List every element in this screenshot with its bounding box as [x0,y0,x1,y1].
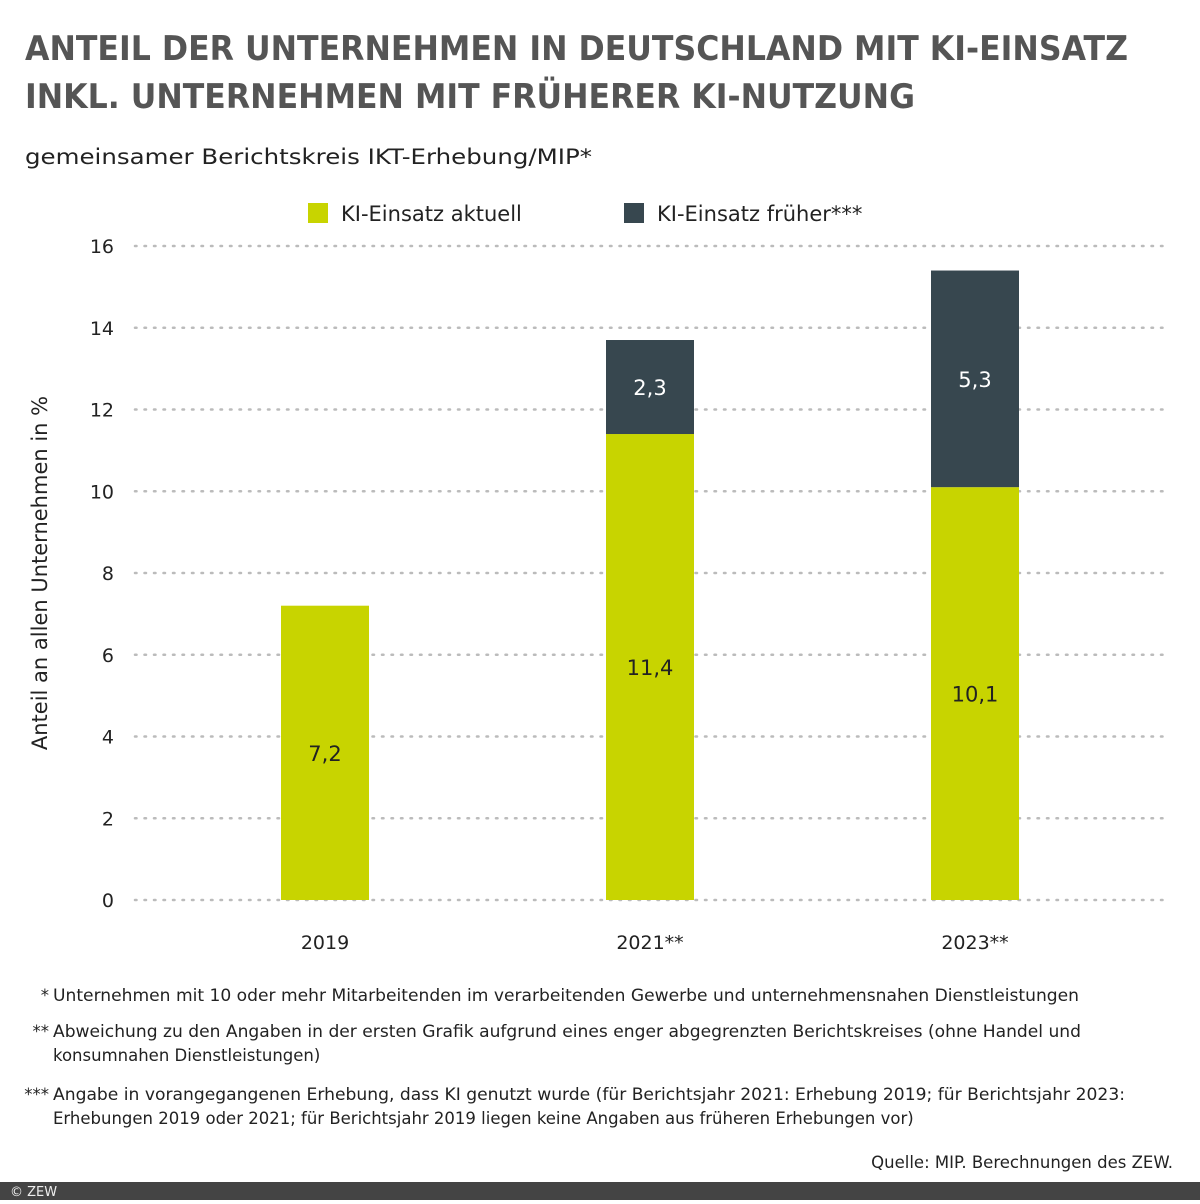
chart-title-line-2: INKL. UNTERNEHMEN MIT FRÜHERER KI-NUTZUN… [25,76,915,117]
y-tick-label: 6 [102,645,114,667]
footnote-marker: *** [24,1085,49,1104]
x-tick-label: 2019 [301,932,349,954]
y-tick-label: 2 [102,808,114,830]
y-tick-label: 12 [90,400,114,422]
data-label: 5,3 [958,368,991,392]
copyright: © ZEW [10,1185,57,1200]
bar-current [606,434,694,900]
y-tick-label: 10 [90,481,114,503]
legend-swatch-earlier [624,203,644,223]
footnote-text: Erhebungen 2019 oder 2021; für Berichtsj… [53,1109,914,1128]
data-label: 11,4 [627,656,674,680]
footnote-text: Abweichung zu den Angaben in der ersten … [53,1022,1081,1041]
footnote-text: Unternehmen mit 10 oder mehr Mitarbeiten… [53,986,1079,1005]
footnote-marker: ** [33,1022,50,1041]
footnote-text: Angabe in vorangegangenen Erhebung, dass… [53,1085,1125,1104]
legend: KI-Einsatz aktuell KI-Einsatz früher*** [308,202,862,226]
legend-label-current: KI-Einsatz aktuell [341,202,522,226]
bar-earlier [931,270,1019,488]
data-label: 2,3 [633,376,666,400]
legend-label-earlier: KI-Einsatz früher*** [657,202,862,226]
legend-swatch-current [308,203,328,223]
bars: 7,2 11,4 2,3 10,1 5,3 [281,270,1019,900]
x-tick-label: 2021** [616,932,683,954]
y-axis-label: Anteil an allen Unternehmen in % [28,396,52,750]
y-ticks: 0 2 4 6 8 10 12 14 16 [90,236,114,912]
footnotes: * Unternehmen mit 10 oder mehr Mitarbeite… [24,986,1125,1128]
footnote-text: konsumnahen Dienstleistungen) [53,1046,320,1065]
x-tick-label: 2023** [941,932,1008,954]
footer-bar [0,1182,1200,1200]
footnote-marker: * [41,986,49,1005]
x-ticks: 2019 2021** 2023** [301,932,1009,954]
bar-current [281,605,369,900]
y-tick-label: 4 [102,727,114,749]
y-tick-label: 8 [102,563,114,585]
y-tick-label: 0 [102,890,114,912]
y-tick-label: 16 [90,236,114,258]
bar-current [931,487,1019,900]
data-label: 7,2 [308,742,341,766]
chart-title-line-1: ANTEIL DER UNTERNEHMEN IN DEUTSCHLAND MI… [25,29,1128,69]
bar-earlier [606,340,694,435]
data-label: 10,1 [952,683,999,707]
chart-subtitle: gemeinsamer Berichtskreis IKT-Erhebung/M… [25,145,592,169]
y-tick-label: 14 [90,318,114,340]
source-note: Quelle: MIP. Berechnungen des ZEW. [871,1153,1173,1172]
